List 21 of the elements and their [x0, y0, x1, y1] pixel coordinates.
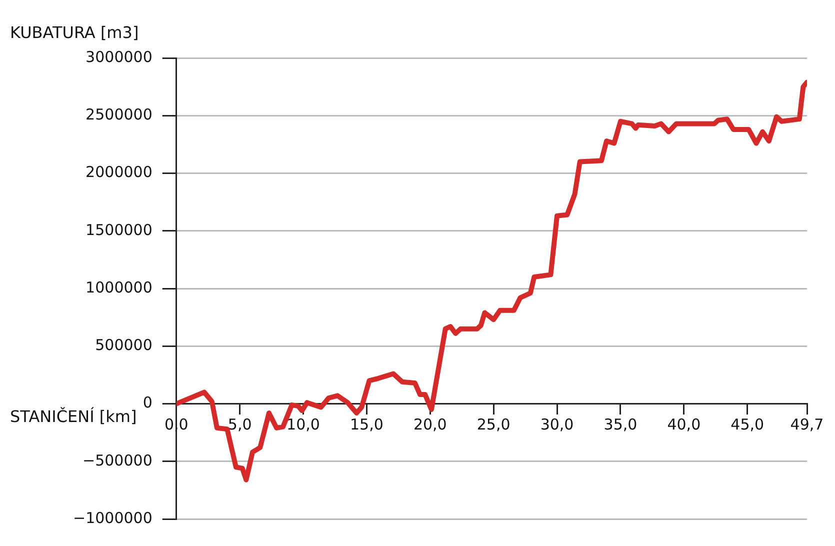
- x-tick-label: 45,0: [730, 416, 764, 434]
- y-tick-label: 2000000: [86, 163, 152, 182]
- x-tick-label: 30,0: [540, 416, 574, 434]
- x-tick-label: 25,0: [476, 416, 510, 434]
- x-tick-label: 10,0: [286, 416, 320, 434]
- x-tick-label: 40,0: [667, 416, 701, 434]
- x-tick-label: 15,0: [350, 416, 384, 434]
- y-axis-title: KUBATURA [m3]: [10, 23, 139, 42]
- x-tick-label: 20,0: [413, 416, 447, 434]
- x-tick-label: 5,0: [228, 416, 252, 434]
- y-tick-label: 500000: [95, 336, 152, 354]
- y-tick-label: −500000: [82, 451, 152, 470]
- y-tick-label: 0: [142, 394, 152, 412]
- y-tick-label: 1000000: [86, 278, 152, 296]
- x-tick-label: 35,0: [604, 416, 638, 434]
- x-axis-title: STANIČENÍ [km]: [10, 406, 137, 426]
- y-tick-label: 1500000: [86, 220, 152, 239]
- y-tick-label: 3000000: [86, 48, 152, 66]
- x-tick-label: 49,7: [790, 416, 824, 434]
- y-tick-label: −1000000: [73, 508, 152, 527]
- y-tick-label: 2500000: [86, 106, 152, 124]
